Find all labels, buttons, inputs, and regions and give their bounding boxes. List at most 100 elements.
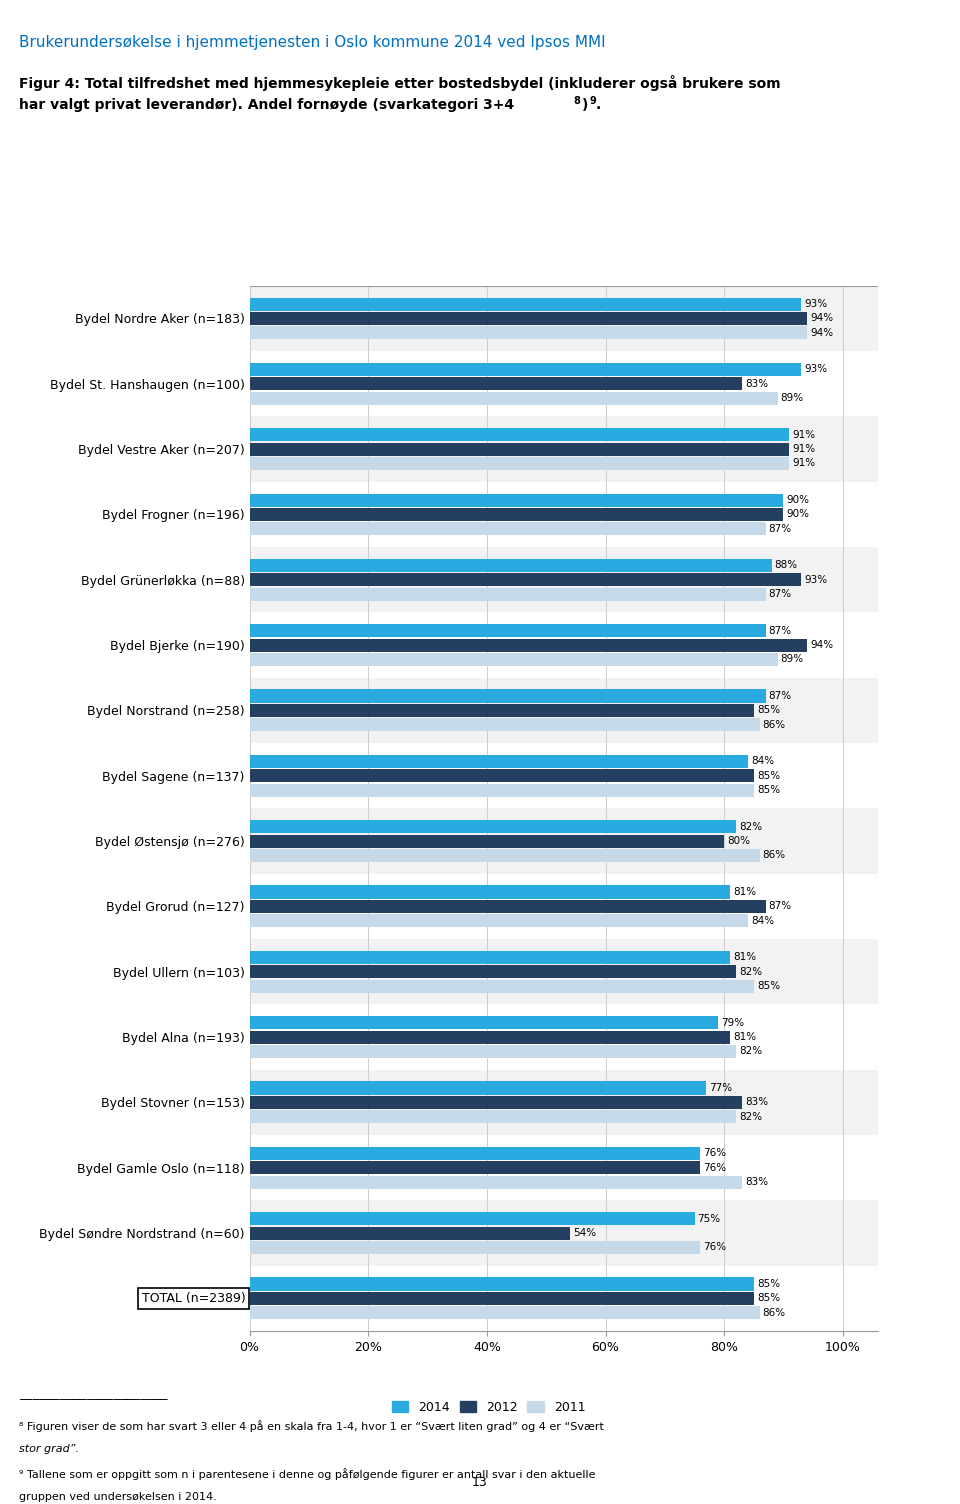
Bar	[250, 1017, 718, 1029]
Text: 81%: 81%	[733, 887, 756, 896]
Bar	[250, 1227, 570, 1239]
Bar	[250, 899, 766, 913]
Bar	[250, 938, 878, 1005]
Text: 89%: 89%	[780, 393, 804, 403]
Text: 85%: 85%	[756, 981, 780, 991]
Text: 87%: 87%	[769, 901, 792, 911]
Text: 93%: 93%	[804, 299, 828, 308]
Bar	[250, 588, 766, 600]
Bar	[250, 1241, 701, 1254]
Text: 82%: 82%	[739, 1111, 762, 1122]
Text: 86%: 86%	[763, 1308, 786, 1318]
Text: 76%: 76%	[704, 1242, 727, 1253]
Text: 94%: 94%	[810, 313, 833, 323]
Text: 80%: 80%	[727, 836, 750, 847]
Text: ──────────────────────: ──────────────────────	[19, 1394, 168, 1405]
Text: 84%: 84%	[751, 757, 774, 767]
Text: 88%: 88%	[775, 561, 798, 570]
Text: 85%: 85%	[756, 1278, 780, 1289]
Text: 82%: 82%	[739, 1047, 762, 1056]
Text: gruppen ved undersøkelsen i 2014.: gruppen ved undersøkelsen i 2014.	[19, 1492, 217, 1502]
Text: har valgt privat leverandør). Andel fornøyde (svarkategori 3+4: har valgt privat leverandør). Andel forn…	[19, 98, 515, 111]
Bar	[250, 809, 878, 874]
Bar	[250, 704, 754, 717]
Bar	[250, 442, 789, 456]
Bar	[250, 286, 878, 350]
Bar	[250, 298, 802, 311]
Bar	[250, 1110, 736, 1123]
Text: ): )	[582, 98, 588, 111]
Text: 87%: 87%	[769, 523, 792, 534]
Text: 85%: 85%	[756, 770, 780, 781]
Text: 8: 8	[573, 96, 580, 105]
Text: 87%: 87%	[769, 590, 792, 599]
Bar	[250, 979, 754, 993]
Bar	[250, 966, 736, 978]
Bar	[250, 378, 742, 391]
Bar	[250, 1176, 742, 1188]
Text: 77%: 77%	[709, 1083, 732, 1093]
Text: 90%: 90%	[786, 495, 809, 505]
Text: 81%: 81%	[733, 952, 756, 963]
Text: 83%: 83%	[745, 379, 768, 388]
Bar	[250, 835, 724, 848]
Text: ⁸ Figuren viser de som har svart 3 eller 4 på en skala fra 1-4, hvor 1 er “Svært: ⁸ Figuren viser de som har svart 3 eller…	[19, 1420, 604, 1432]
Bar	[250, 914, 748, 928]
Bar	[250, 522, 766, 535]
Bar	[250, 1096, 742, 1108]
Text: 84%: 84%	[751, 916, 774, 926]
Text: 91%: 91%	[792, 444, 815, 454]
Text: 83%: 83%	[745, 1098, 768, 1107]
Text: 87%: 87%	[769, 690, 792, 701]
Text: 81%: 81%	[733, 1032, 756, 1042]
Bar	[250, 362, 802, 376]
Text: 89%: 89%	[780, 654, 804, 665]
Bar	[250, 820, 736, 833]
Bar	[250, 1148, 701, 1160]
Bar	[250, 1277, 754, 1290]
Bar	[250, 429, 789, 441]
Text: 91%: 91%	[792, 459, 815, 468]
Bar	[250, 1069, 878, 1136]
Text: 54%: 54%	[573, 1229, 596, 1238]
Bar	[250, 769, 754, 782]
Bar	[250, 1292, 754, 1305]
Text: 86%: 86%	[763, 720, 786, 729]
Bar	[250, 1045, 736, 1057]
Text: 85%: 85%	[756, 705, 780, 716]
Bar	[250, 624, 766, 638]
Bar	[250, 559, 772, 572]
Bar	[250, 689, 766, 702]
Text: .: .	[595, 98, 600, 111]
Bar	[250, 886, 731, 898]
Bar	[250, 1081, 707, 1095]
Text: 76%: 76%	[704, 1149, 727, 1158]
Bar	[250, 457, 789, 469]
Text: 94%: 94%	[810, 328, 833, 338]
Bar	[250, 719, 759, 731]
Bar	[250, 1305, 759, 1319]
Bar	[250, 1161, 701, 1175]
Bar	[250, 639, 807, 651]
Text: ⁹ Tallene som er oppgitt som n i parentesene i denne og påfølgende figurer er an: ⁹ Tallene som er oppgitt som n i parente…	[19, 1468, 596, 1480]
Text: 75%: 75%	[698, 1214, 721, 1224]
Bar	[250, 1200, 878, 1266]
Text: 91%: 91%	[792, 430, 815, 439]
Text: 94%: 94%	[810, 641, 833, 650]
Legend: 2014, 2012, 2011: 2014, 2012, 2011	[392, 1400, 586, 1414]
Text: 93%: 93%	[804, 575, 828, 585]
Text: 82%: 82%	[739, 967, 762, 976]
Bar	[250, 493, 783, 507]
Text: 76%: 76%	[704, 1163, 727, 1173]
Bar	[250, 1030, 731, 1044]
Bar	[250, 755, 748, 769]
Bar	[250, 678, 878, 743]
Text: 82%: 82%	[739, 821, 762, 832]
Text: stor grad”.: stor grad”.	[19, 1444, 79, 1454]
Bar	[250, 547, 878, 612]
Text: Brukerundersøkelse i hjemmetjenesten i Oslo kommune 2014 ved Ipsos MMI: Brukerundersøkelse i hjemmetjenesten i O…	[19, 35, 606, 50]
Text: 83%: 83%	[745, 1178, 768, 1187]
Bar	[250, 508, 783, 520]
Text: 13: 13	[472, 1475, 488, 1489]
Text: 86%: 86%	[763, 850, 786, 860]
